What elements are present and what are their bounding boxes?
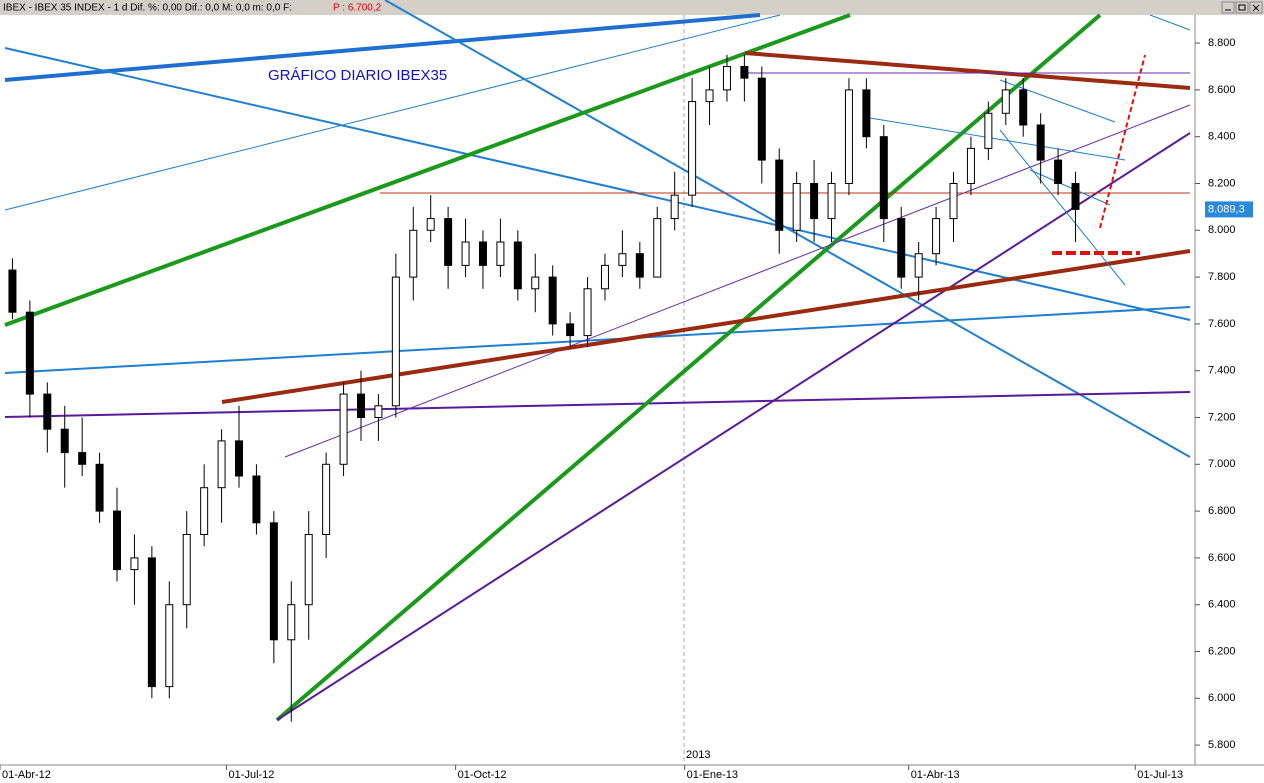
candle-body [722, 65, 731, 91]
y-tick-label: 7.200 [1208, 411, 1236, 423]
chart-title: GRÁFICO DIARIO IBEX35 [268, 67, 447, 84]
candle-body [356, 393, 365, 418]
candle-body [374, 405, 383, 418]
candle-body [862, 89, 871, 138]
window-buttons[interactable] [1221, 1, 1263, 14]
candle-body [705, 89, 714, 103]
candle-body [130, 557, 139, 571]
candle-body [670, 194, 679, 220]
last-price-label: 8.089,3 [1208, 203, 1245, 215]
candle-body [165, 604, 174, 688]
header-bar [0, 0, 1264, 15]
candle-body [287, 604, 296, 641]
candle-body [78, 452, 87, 465]
y-tick-label: 6.200 [1208, 645, 1236, 657]
candle-body [810, 182, 819, 220]
x-tick-label: 01-Abr-12 [2, 769, 51, 781]
candle-body [322, 463, 331, 536]
candle-body [949, 182, 958, 220]
candle-body [688, 101, 697, 196]
y-tick-label: 8.200 [1208, 177, 1236, 189]
candle-body [304, 534, 313, 606]
candle-body [113, 510, 122, 571]
y-tick-label: 5.800 [1208, 739, 1236, 751]
candle-body [966, 147, 975, 184]
y-tick-label: 6.800 [1208, 505, 1236, 517]
y-tick-label: 7.600 [1208, 318, 1236, 330]
candle-body [531, 276, 540, 290]
candle-body [269, 522, 278, 641]
candle-body [391, 276, 400, 407]
candle-body [339, 393, 348, 465]
candle-body [1001, 89, 1010, 114]
last-price-box [1205, 201, 1253, 218]
candle-body [618, 253, 627, 266]
y-tick-label: 6.600 [1208, 552, 1236, 564]
candle-body [25, 311, 34, 395]
y-tick-label: 6.400 [1208, 599, 1236, 611]
candle-body [252, 475, 261, 524]
candle-body [1019, 89, 1028, 126]
candle-body [513, 241, 522, 290]
x-tick-label: 01-Ene-13 [687, 769, 738, 781]
x-tick-label: 01-Abr-13 [911, 769, 960, 781]
y-tick-label: 7.000 [1208, 458, 1236, 470]
candle-body [1071, 182, 1080, 210]
trend-lines [4, 0, 1191, 722]
y-tick-label: 6.000 [1208, 692, 1236, 704]
candle-body [897, 218, 906, 278]
candle-body [548, 276, 557, 325]
y-tick-label: 8.000 [1208, 224, 1236, 236]
candle-body [792, 182, 801, 231]
candle-body [757, 77, 766, 161]
candle-body [635, 253, 644, 278]
header-price: P : 6.700,2 [333, 3, 382, 14]
x-tick-label: 01-Oct-12 [458, 769, 507, 781]
y-tick-label: 8.400 [1208, 131, 1236, 143]
candle-body [444, 218, 453, 266]
candle-body [775, 159, 784, 231]
candle-body [932, 218, 941, 255]
x-tick-label: 01-Jul-13 [1137, 769, 1183, 781]
candle-body [478, 241, 487, 266]
x-tick-label: 01-Jul-12 [229, 769, 275, 781]
candle-body [740, 65, 749, 79]
year-label: 2013 [686, 749, 710, 761]
candle-body [95, 463, 104, 512]
candle-body [566, 323, 575, 337]
candle-body [182, 534, 191, 606]
header-text: IBEX - IBEX 35 INDEX - 1 d Dif. %: 0,00 … [3, 3, 292, 14]
candle-body [461, 241, 470, 266]
candle-body [60, 428, 69, 454]
y-tick-label: 7.400 [1208, 365, 1236, 377]
candle-body [914, 253, 923, 278]
candle-body [217, 440, 226, 489]
candle-body [827, 182, 836, 220]
candle-body [583, 288, 592, 337]
candle-body [1036, 124, 1045, 161]
candle-body [879, 136, 888, 220]
y-tick-label: 8.600 [1208, 84, 1236, 96]
candle-body [653, 218, 662, 278]
y-tick-label: 8.800 [1208, 37, 1236, 49]
candle-body [844, 89, 853, 184]
candle-body [8, 269, 17, 313]
candle-body [600, 264, 609, 290]
candle-body [147, 557, 156, 688]
candle-body [200, 487, 209, 536]
y-tick-label: 7.800 [1208, 271, 1236, 283]
candle-body [1054, 159, 1063, 184]
candle-body [235, 440, 243, 477]
candle-body [984, 112, 993, 149]
candle-body [426, 218, 435, 231]
candle-body [496, 241, 505, 266]
candle-body [43, 393, 52, 430]
candle-body [409, 229, 418, 278]
